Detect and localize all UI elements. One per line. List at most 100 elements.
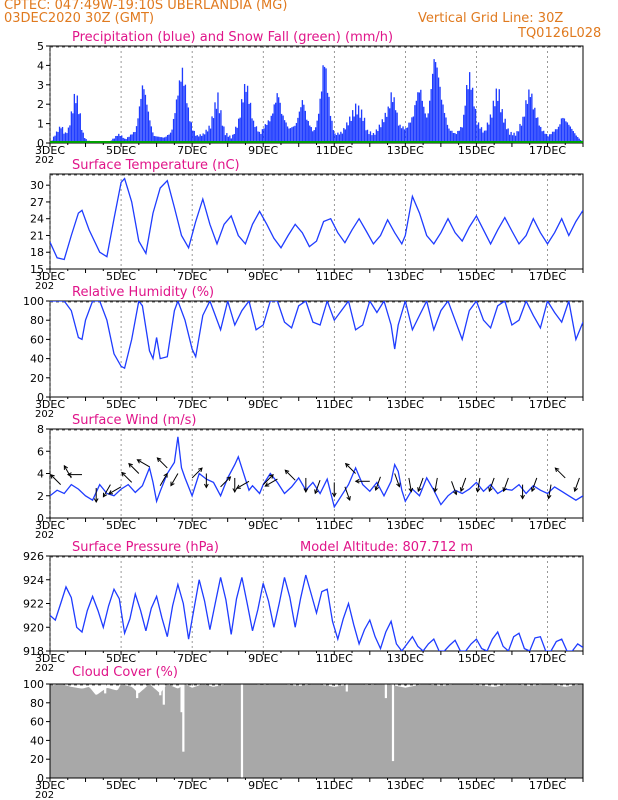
precip-bar [427,113,429,143]
precip-xtick-label: 5DEC [106,144,136,157]
precip-bar [278,97,280,143]
wind-vector-head [573,487,578,493]
precip-bar [218,113,221,143]
cloud-ytick-label: 20 [30,753,44,766]
precip-bar [266,124,268,143]
precip-bar [393,97,395,143]
wind-frame [49,428,584,519]
precip-bar [248,103,250,143]
precip-bar [443,112,446,143]
precip-bar [255,126,258,143]
humidity-xtick-label: 9DEC [248,398,278,411]
precip-bar [541,131,543,143]
wind-vector [50,474,62,485]
precip-bar [473,106,475,143]
precip-bar [366,129,369,143]
wind-vector [170,473,179,486]
precip-bar [409,122,412,143]
pressure-xtick-label: 17DEC [529,652,566,665]
wind-xtick-label: 13DEC [387,519,424,532]
wind-vector [477,477,481,492]
precip-bar [378,124,381,143]
pressure-ytick-label: 918 [23,645,44,658]
precip-bar [363,117,366,143]
pressure-xtick-label: 11DEC [316,652,353,665]
precip-bar [162,137,164,143]
precip-bar [171,129,173,143]
precip-bar [289,128,292,143]
wind-vector-head [50,473,55,479]
precip-bar [190,122,192,143]
precip-bar [209,128,212,143]
temperature-ytick-label: 30 [30,179,44,192]
precip-bar [380,127,382,143]
precip-bar [400,128,403,143]
humidity-ytick-label: 80 [30,314,44,327]
pressure-xtick-label: 13DEC [387,652,424,665]
wind-xtick-label: 7DEC [177,519,207,532]
cloud-area [50,684,583,778]
precip-bar [252,120,255,143]
cloud-gap [384,684,387,699]
precip-bar [534,107,536,143]
precip-bar [537,117,539,143]
precip-bar [538,125,540,143]
precip-bar [547,136,549,143]
wind-panel: 0 2 4 6 8 3DEC 5DEC 7DEC 9DEC 11DEC 13DEC 15DEC 17DE… [35,413,584,541]
precip-bar [229,135,231,143]
precip-bar [356,114,358,143]
wind-vector [574,477,580,492]
precip-bar [551,131,554,143]
wind-vector-head [502,487,507,493]
cloud-year-label: 202 [35,790,54,800]
precip-bar [458,130,460,143]
precip-xtick-label: 11DEC [316,144,353,157]
precip-bar [155,136,157,143]
precip-bar [343,128,345,143]
pressure-year-label: 202 [35,663,54,674]
precip-bar [346,122,348,143]
wind-xtick-label: 9DEC [248,519,278,532]
precip-bar [202,133,204,143]
temperature-xtick-label: 17DEC [529,270,566,283]
precip-xtick-label: 7DEC [177,144,207,157]
humidity-year-label: 202 [35,409,54,420]
precip-bar [352,110,354,143]
wind-vector [159,473,168,486]
precip-bar [565,121,567,143]
cloud-gap [240,684,244,778]
precip-bar [568,124,570,143]
precip-bar [492,100,495,143]
pressure-ytick-label: 924 [23,574,44,587]
precip-bar [508,134,511,143]
wind-vector-head [264,482,270,487]
wind-vector [417,477,424,492]
precip-bar [192,130,194,143]
precip-bar [498,89,500,143]
precip-bar [426,117,428,143]
precip-bar [485,130,487,143]
header-grid-note: Vertical Grid Line: 30Z [418,11,564,26]
wind-vector [191,467,203,479]
wind-vector [394,473,400,487]
precip-bar [325,68,327,143]
temperature-xtick-label: 15DEC [458,270,495,283]
wind-vector-head [226,476,232,481]
pressure-ytick-label: 926 [23,550,44,563]
precip-bar [178,80,181,143]
wind-vector-head [128,462,133,468]
wind-vector-head [408,487,414,493]
cloud-xtick-label: 15DEC [458,779,495,792]
precip-bar [482,132,484,143]
precip-bar [372,132,375,143]
humidity-xtick-label: 13DEC [387,398,424,411]
precip-bar [513,132,515,143]
precip-bar [455,134,458,143]
precip-bar [494,106,496,143]
wind-vector [408,477,412,492]
precip-bar [159,137,161,143]
precip-bar [280,113,283,143]
precip-ytick-label: 4 [37,59,44,72]
precip-bar [189,121,191,143]
wind-vector-head [530,487,536,493]
